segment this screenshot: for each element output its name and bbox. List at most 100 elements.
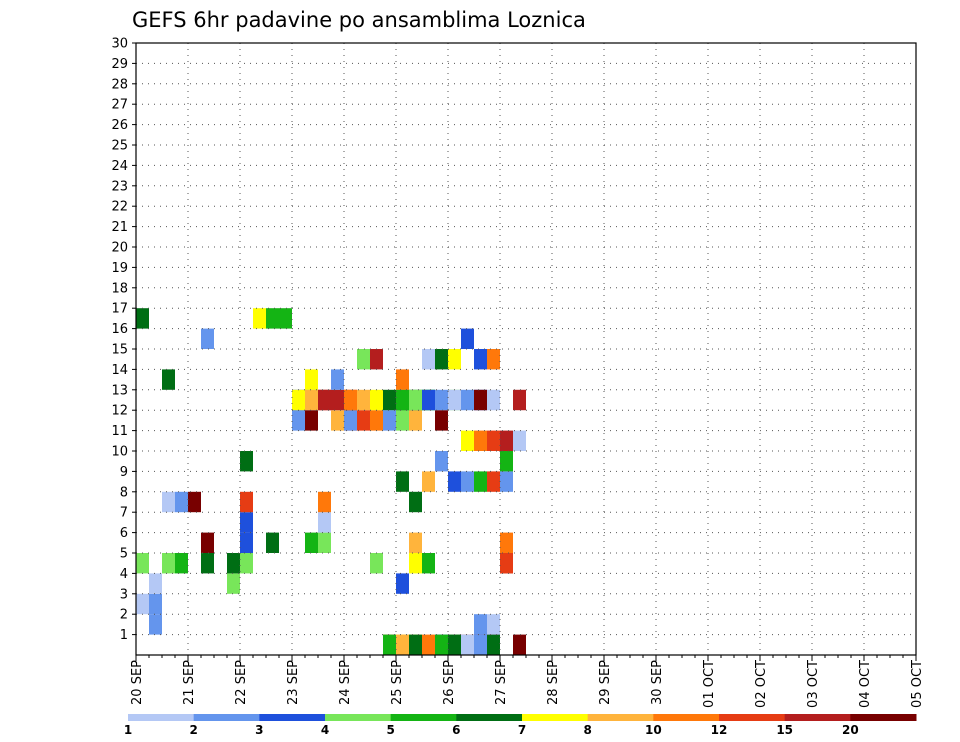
heat-cell	[136, 593, 149, 615]
x-tick-label: 28 SEP	[546, 660, 561, 705]
legend-label: 5	[386, 723, 394, 737]
heat-cell	[188, 491, 201, 513]
legend-label: 8	[583, 723, 591, 737]
heat-cell	[149, 573, 162, 594]
heat-cell	[279, 308, 292, 329]
heat-cell	[435, 634, 448, 655]
heat-cell	[318, 491, 331, 513]
heat-cell	[487, 634, 500, 655]
y-tick-label: 24	[111, 159, 128, 174]
heat-cell	[435, 389, 448, 411]
heat-cell	[474, 430, 487, 451]
heat-cell	[149, 614, 162, 635]
legend-label: 4	[321, 723, 329, 737]
heat-cell	[370, 389, 383, 411]
heat-cell	[201, 328, 214, 349]
x-tick-label: 23 SEP	[286, 660, 301, 705]
heat-cell	[422, 553, 435, 574]
x-tick-label: 04 OCT	[858, 660, 873, 708]
legend-swatch	[325, 714, 392, 721]
heat-cell	[175, 491, 188, 513]
legend-label: 6	[452, 723, 460, 737]
heat-cell	[227, 553, 240, 574]
y-tick-label: 3	[120, 587, 128, 602]
heat-cell	[487, 471, 500, 492]
heat-cell	[383, 410, 396, 431]
heat-cell	[435, 410, 448, 431]
heat-cell	[331, 369, 344, 390]
heat-cell	[331, 389, 344, 411]
y-tick-label: 7	[120, 506, 128, 521]
y-tick-label: 30	[111, 37, 128, 52]
y-tick-label: 4	[120, 567, 128, 582]
y-tick-label: 2	[120, 608, 128, 623]
heat-cell	[461, 430, 474, 451]
heat-cell	[435, 349, 448, 370]
heat-cell	[500, 451, 513, 472]
heat-cell	[136, 553, 149, 574]
heat-cell	[409, 634, 422, 655]
x-tick-label: 27 SEP	[494, 660, 509, 705]
chart-title: GEFS 6hr padavine po ansamblima Loznica	[132, 8, 586, 32]
y-tick-label: 19	[111, 261, 128, 276]
heat-cell	[513, 430, 526, 451]
y-tick-label: 5	[120, 547, 128, 562]
x-tick-label: 20 SEP	[130, 660, 145, 705]
y-tick-label: 10	[111, 445, 128, 460]
heat-cell	[396, 389, 409, 411]
x-tick-label: 25 SEP	[390, 660, 405, 705]
y-tick-label: 26	[111, 118, 128, 133]
y-tick-label: 20	[111, 241, 128, 256]
y-tick-label: 12	[111, 404, 128, 419]
y-tick-label: 25	[111, 139, 128, 154]
y-tick-label: 15	[111, 343, 128, 358]
heat-cell	[357, 389, 370, 411]
legend-label: 12	[711, 723, 728, 737]
heat-cell	[240, 512, 253, 533]
y-tick-label: 8	[120, 485, 128, 500]
x-tick-label: 21 SEP	[182, 660, 197, 705]
heat-cell	[318, 389, 331, 411]
heat-cell	[513, 389, 526, 411]
heat-cell	[370, 410, 383, 431]
heat-cell	[396, 471, 409, 492]
cells-layer	[136, 308, 526, 655]
heat-cell	[266, 532, 279, 553]
heat-cell	[201, 553, 214, 574]
heat-cell	[487, 389, 500, 411]
legend-label: 3	[255, 723, 263, 737]
y-tick-label: 14	[111, 363, 128, 378]
y-tick-label: 28	[111, 77, 128, 92]
heat-cell	[461, 389, 474, 411]
heat-cell	[461, 634, 474, 655]
y-tick-label: 11	[111, 424, 128, 439]
heat-cell	[240, 491, 253, 513]
heat-cell	[292, 410, 305, 431]
legend-label: 20	[842, 723, 859, 737]
heat-cell	[305, 532, 318, 553]
heat-cell	[357, 349, 370, 370]
x-tick-label: 01 OCT	[702, 660, 717, 708]
heat-cell	[435, 451, 448, 472]
heat-cell	[448, 389, 461, 411]
heat-cell	[240, 553, 253, 574]
heat-cell	[448, 471, 461, 492]
x-tick-label: 24 SEP	[338, 660, 353, 705]
y-tick-label: 13	[111, 383, 128, 398]
y-tick-label: 29	[111, 57, 128, 72]
heat-cell	[292, 389, 305, 411]
heat-cell	[240, 532, 253, 553]
heat-cell	[305, 410, 318, 431]
heat-cell	[370, 553, 383, 574]
legend-label: 7	[518, 723, 526, 737]
heat-cell	[370, 349, 383, 370]
heat-cell	[318, 512, 331, 533]
y-tick-label: 17	[111, 302, 128, 317]
heat-cell	[409, 553, 422, 574]
y-tick-label: 9	[120, 465, 128, 480]
heat-cell	[266, 308, 279, 329]
heat-cell	[396, 410, 409, 431]
heat-cell	[396, 369, 409, 390]
heat-cell	[409, 389, 422, 411]
